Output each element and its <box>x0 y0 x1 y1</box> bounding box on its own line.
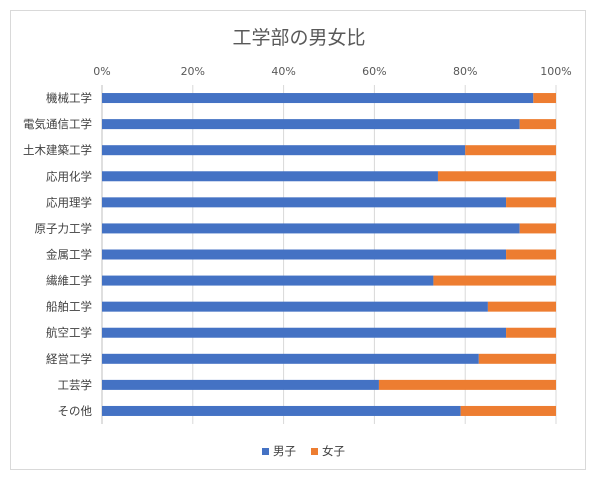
bar-segment-male <box>102 223 520 234</box>
bar-segment-male <box>102 327 507 338</box>
bar-segment-female <box>506 249 556 260</box>
category-label: 電気通信工学 <box>23 117 92 131</box>
legend-label: 女子 <box>322 444 345 458</box>
bar-segment-female <box>506 327 556 338</box>
bar-segment-female <box>437 171 556 182</box>
category-label: 船舶工学 <box>46 300 92 314</box>
bar-segment-male <box>102 93 534 104</box>
bar-segment-male <box>102 405 461 416</box>
bar-segment-male <box>102 119 520 130</box>
bar-segment-male <box>102 197 507 208</box>
category-label: 応用理学 <box>46 195 92 209</box>
bar-segment-male <box>102 275 434 286</box>
bar-segment-female <box>460 405 556 416</box>
chart-title: 工学部の男女比 <box>232 27 365 49</box>
legend-swatch <box>262 448 269 455</box>
bar-segment-female <box>506 197 556 208</box>
category-labels: 機械工学電気通信工学土木建築工学応用化学応用理学原子力工学金属工学繊維工学船舶工… <box>23 91 92 418</box>
bars <box>102 93 556 416</box>
category-label: 土木建築工学 <box>23 143 92 157</box>
x-tick-label: 20% <box>181 65 205 78</box>
category-label: 金属工学 <box>46 248 92 262</box>
chart-frame <box>10 10 586 470</box>
bar-segment-female <box>519 119 556 130</box>
bar-segment-male <box>102 145 466 156</box>
bar-segment-female <box>378 379 556 390</box>
x-tick-label: 60% <box>362 65 386 78</box>
category-label: 工芸学 <box>58 378 93 392</box>
bar-segment-male <box>102 353 479 364</box>
category-label: 原子力工学 <box>35 221 93 235</box>
legend-label: 男子 <box>273 444 296 458</box>
bar-segment-male <box>102 171 438 182</box>
category-label: 機械工学 <box>46 91 92 105</box>
bar-segment-female <box>487 301 556 312</box>
bar-segment-male <box>102 249 507 260</box>
bar-segment-female <box>478 353 556 364</box>
bar-segment-female <box>465 145 556 156</box>
category-label: 航空工学 <box>46 326 92 340</box>
legend: 男子 女子 <box>262 444 345 458</box>
category-label: その他 <box>58 404 93 418</box>
bar-segment-female <box>433 275 556 286</box>
x-tick-label: 80% <box>453 65 477 78</box>
category-label: 応用化学 <box>46 169 92 183</box>
category-label: 経営工学 <box>46 352 92 366</box>
category-label: 繊維工学 <box>46 274 92 288</box>
x-tick-label: 0% <box>93 65 110 78</box>
x-tick-label: 40% <box>271 65 295 78</box>
bar-segment-male <box>102 301 488 312</box>
bar-segment-female <box>519 223 556 234</box>
x-tick-label: 100% <box>540 65 571 78</box>
x-axis-tick-labels: 0% 20% 40% 60% 80% 100% <box>93 65 571 78</box>
bar-segment-male <box>102 379 379 390</box>
legend-swatch <box>311 448 318 455</box>
bar-segment-female <box>533 93 556 104</box>
